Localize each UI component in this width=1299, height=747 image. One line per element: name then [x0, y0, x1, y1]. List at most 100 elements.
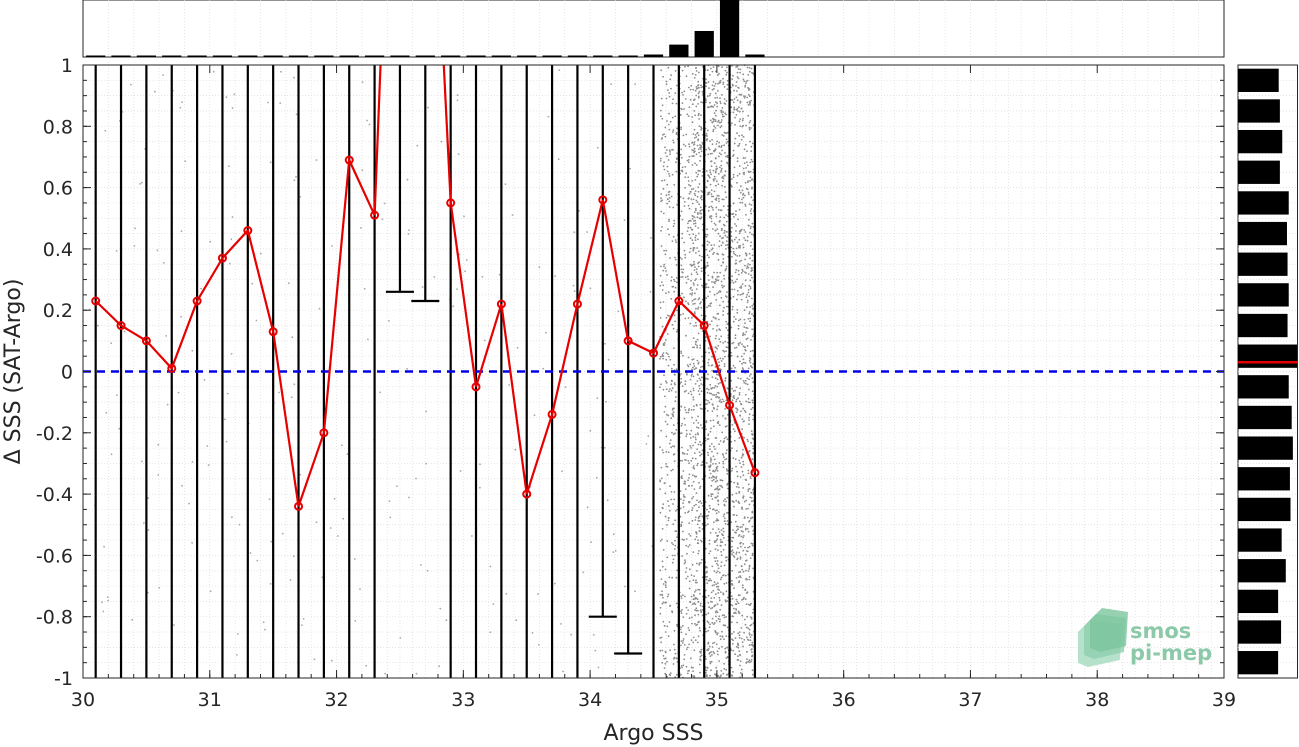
- scatter-point: [720, 244, 723, 247]
- scatter-point: [750, 150, 753, 153]
- scatter-point: [687, 392, 690, 395]
- scatter-point: [749, 245, 752, 247]
- scatter-point: [693, 98, 696, 101]
- scatter-point: [751, 305, 754, 307]
- scatter-point: [699, 379, 702, 381]
- scatter-point: [745, 382, 747, 385]
- scatter-point: [746, 383, 749, 386]
- scatter-point: [731, 185, 733, 188]
- scatter-point: [697, 306, 700, 309]
- scatter-point: [719, 578, 722, 581]
- scatter-point: [705, 101, 707, 103]
- scatter-point: [672, 433, 675, 436]
- scatter-point: [679, 490, 682, 492]
- scatter-point: [426, 569, 429, 572]
- scatter-point: [732, 84, 734, 87]
- scatter-point: [726, 646, 728, 649]
- scatter-point: [723, 513, 726, 516]
- series-point: [294, 501, 304, 511]
- scatter-point: [665, 435, 668, 438]
- scatter-point: [718, 571, 721, 574]
- scatter-point: [629, 167, 632, 170]
- scatter-point: [664, 662, 667, 665]
- scatter-point: [735, 551, 738, 554]
- scatter-point: [675, 330, 678, 333]
- scatter-point: [742, 246, 745, 249]
- scatter-point: [715, 571, 718, 574]
- scatter-point: [714, 278, 717, 281]
- scatter-point: [713, 190, 716, 193]
- scatter-point: [706, 254, 709, 257]
- scatter-point: [708, 94, 711, 97]
- scatter-point: [680, 612, 683, 614]
- scatter-point: [688, 155, 691, 158]
- scatter-point: [686, 113, 689, 116]
- scatter-point: [713, 407, 715, 410]
- scatter-point: [717, 183, 720, 186]
- scatter-point: [700, 101, 702, 103]
- scatter-point: [746, 345, 749, 347]
- scatter-point: [664, 492, 667, 495]
- scatter-point: [691, 218, 694, 220]
- right-hist-bar: [1238, 160, 1280, 184]
- scatter-point: [688, 183, 690, 186]
- scatter-point: [736, 557, 739, 560]
- scatter-point: [682, 530, 684, 533]
- scatter-point: [741, 568, 744, 571]
- scatter-point: [716, 276, 719, 278]
- scatter-point: [225, 440, 228, 443]
- scatter-point: [696, 523, 699, 526]
- scatter-point: [745, 187, 748, 190]
- scatter-point: [660, 265, 662, 268]
- scatter-point: [739, 558, 742, 560]
- scatter-point: [673, 373, 676, 376]
- scatter-point: [732, 320, 735, 323]
- series-point: [699, 321, 709, 331]
- scatter-point: [700, 648, 703, 651]
- scatter-point: [694, 603, 697, 606]
- scatter-point: [736, 160, 739, 163]
- scatter-point: [698, 515, 701, 518]
- scatter-point: [684, 459, 687, 461]
- scatter-point: [739, 542, 742, 544]
- right-hist-bar: [1238, 252, 1288, 276]
- scatter-point: [715, 643, 718, 646]
- scatter-point: [682, 506, 685, 508]
- scatter-point: [669, 388, 671, 390]
- scatter-point: [690, 273, 693, 276]
- scatter-point: [722, 349, 725, 352]
- scatter-point: [665, 292, 667, 294]
- scatter-point: [689, 226, 692, 229]
- scatter-point: [749, 210, 752, 212]
- scatter-point: [730, 480, 733, 483]
- scatter-point: [698, 481, 700, 484]
- scatter-point: [716, 534, 718, 537]
- scatter-point: [456, 288, 458, 290]
- scatter-point: [336, 535, 339, 537]
- scatter-point: [724, 112, 726, 115]
- scatter-point: [668, 173, 670, 175]
- scatter-point: [694, 162, 696, 165]
- scatter-point: [733, 395, 735, 397]
- scatter-point: [713, 557, 716, 559]
- scatter-point: [725, 500, 727, 503]
- scatter-point: [725, 265, 728, 268]
- scatter-point: [712, 66, 715, 68]
- scatter-point: [700, 383, 703, 385]
- scatter-point: [726, 66, 728, 69]
- scatter-point: [680, 595, 682, 597]
- scatter-point: [737, 655, 739, 658]
- scatter-point: [712, 128, 715, 131]
- scatter-point: [690, 666, 693, 669]
- scatter-point: [721, 630, 723, 633]
- scatter-point: [725, 436, 727, 439]
- scatter-point: [740, 456, 743, 459]
- scatter-point: [665, 317, 668, 319]
- scatter-point: [715, 206, 718, 209]
- scatter-point: [735, 230, 737, 232]
- scatter-point: [726, 291, 728, 293]
- scatter-point: [750, 267, 753, 270]
- scatter-point: [690, 595, 693, 598]
- scatter-point: [696, 448, 698, 451]
- scatter-point: [721, 227, 723, 230]
